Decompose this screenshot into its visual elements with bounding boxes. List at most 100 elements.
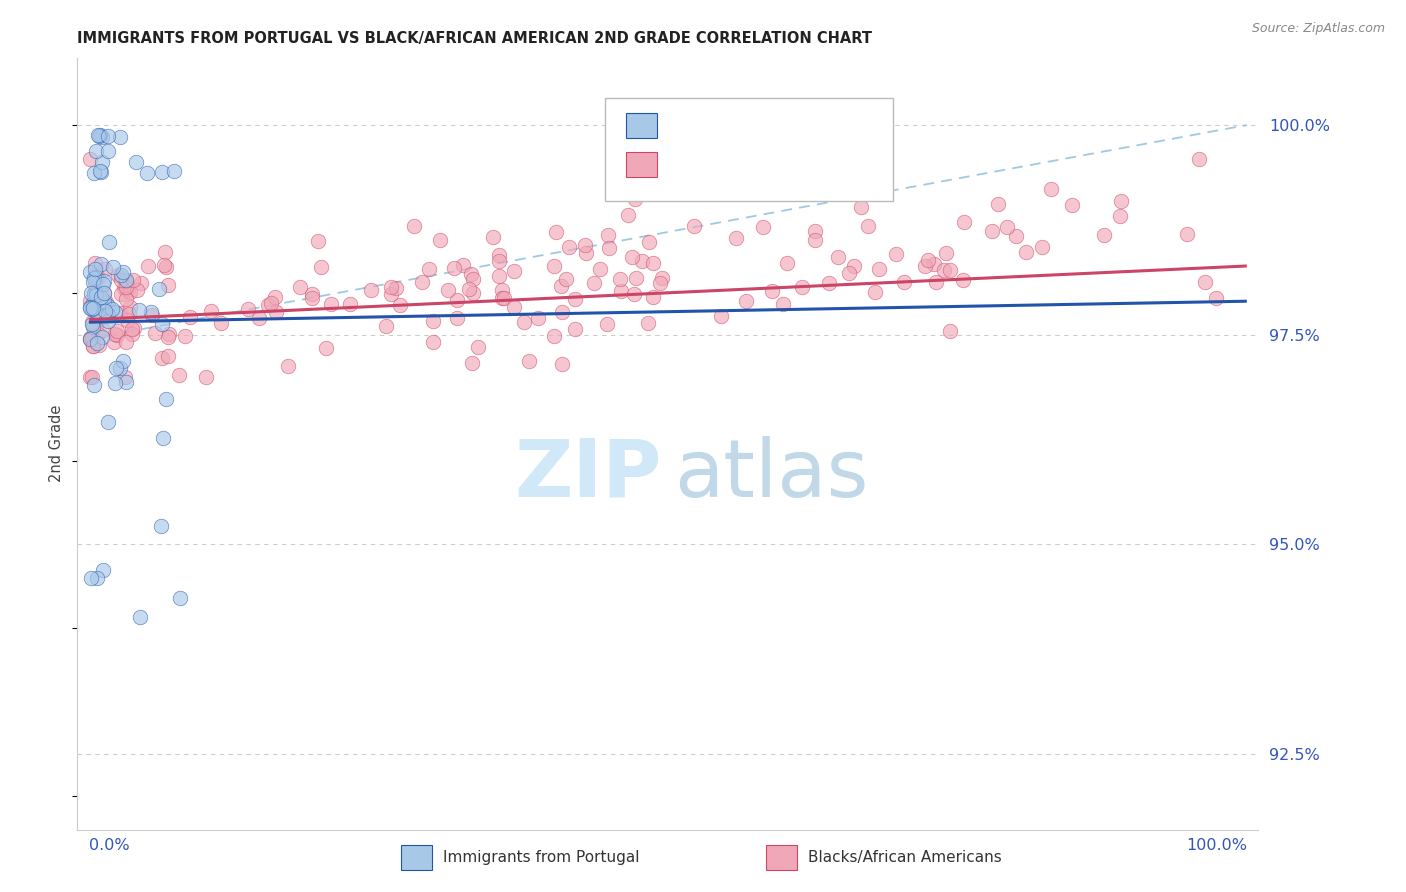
Point [443, 260, 465, 275]
Point [818, 277, 841, 291]
Point [148, 282, 170, 296]
Point [200, 303, 222, 318]
Point [631, 254, 654, 268]
Point [104, 376, 127, 390]
Point [84, 144, 107, 158]
Text: Source: ZipAtlas.com: Source: ZipAtlas.com [1251, 22, 1385, 36]
Point [558, 240, 581, 254]
Point [637, 316, 659, 330]
Point [122, 321, 145, 335]
Point [651, 270, 673, 285]
Point [981, 224, 1004, 238]
Point [436, 283, 458, 297]
Point [112, 265, 135, 279]
Point [153, 258, 176, 272]
Point [118, 307, 141, 321]
Point [609, 271, 631, 285]
Point [97, 144, 120, 158]
Point [156, 277, 179, 292]
Point [461, 356, 484, 370]
Point [79, 369, 101, 384]
Point [121, 273, 143, 287]
Point [117, 283, 139, 297]
Point [209, 316, 232, 330]
Point [638, 235, 661, 249]
Point [411, 275, 433, 289]
Point [87, 327, 110, 342]
Point [761, 284, 783, 298]
Point [97, 235, 120, 250]
Point [995, 219, 1018, 234]
Point [952, 215, 974, 229]
Point [1177, 227, 1199, 241]
Point [80, 286, 103, 301]
Point [772, 297, 794, 311]
Point [86, 269, 108, 284]
Point [93, 293, 115, 308]
Point [939, 263, 962, 277]
Point [82, 315, 104, 329]
Point [97, 308, 120, 322]
Point [858, 219, 880, 233]
Point [118, 285, 141, 300]
Point [80, 301, 103, 316]
Point [623, 192, 645, 206]
Point [169, 591, 191, 605]
Point [260, 296, 283, 310]
Point [422, 334, 444, 349]
Point [641, 256, 664, 270]
Point [494, 291, 516, 305]
Point [83, 286, 105, 301]
Point [155, 392, 177, 407]
Text: 0.0%: 0.0% [89, 838, 129, 853]
Point [157, 326, 180, 341]
Point [1205, 291, 1227, 305]
Point [451, 258, 474, 272]
Point [1092, 227, 1115, 242]
Point [389, 298, 412, 312]
Point [842, 259, 865, 273]
Point [103, 304, 125, 318]
Point [114, 274, 136, 288]
Point [107, 268, 129, 282]
Point [804, 224, 827, 238]
Point [79, 301, 101, 315]
Point [87, 306, 110, 320]
Point [86, 287, 108, 301]
Point [87, 309, 110, 323]
Point [491, 291, 513, 305]
Point [84, 262, 107, 277]
Point [1015, 245, 1038, 260]
Point [264, 290, 287, 304]
Point [93, 296, 115, 310]
Point [1005, 228, 1028, 243]
Point [91, 129, 114, 144]
Point [914, 260, 936, 274]
Point [121, 322, 143, 336]
Point [90, 256, 112, 270]
Point [84, 285, 107, 300]
Point [150, 351, 173, 365]
Point [79, 300, 101, 314]
Point [952, 273, 974, 287]
Point [710, 309, 733, 323]
Point [623, 287, 645, 301]
Point [97, 128, 120, 143]
Point [83, 271, 105, 285]
Point [87, 128, 110, 142]
Point [79, 332, 101, 346]
Point [838, 266, 860, 280]
Point [257, 298, 280, 312]
Text: N =  73: N = 73 [792, 117, 858, 135]
Point [114, 369, 136, 384]
Point [543, 329, 565, 343]
Point [339, 297, 361, 311]
Point [152, 431, 174, 445]
Point [315, 341, 337, 355]
Point [683, 219, 706, 233]
Point [82, 320, 104, 334]
Point [446, 293, 468, 308]
Point [79, 570, 101, 584]
Point [111, 354, 134, 368]
Point [153, 245, 176, 260]
